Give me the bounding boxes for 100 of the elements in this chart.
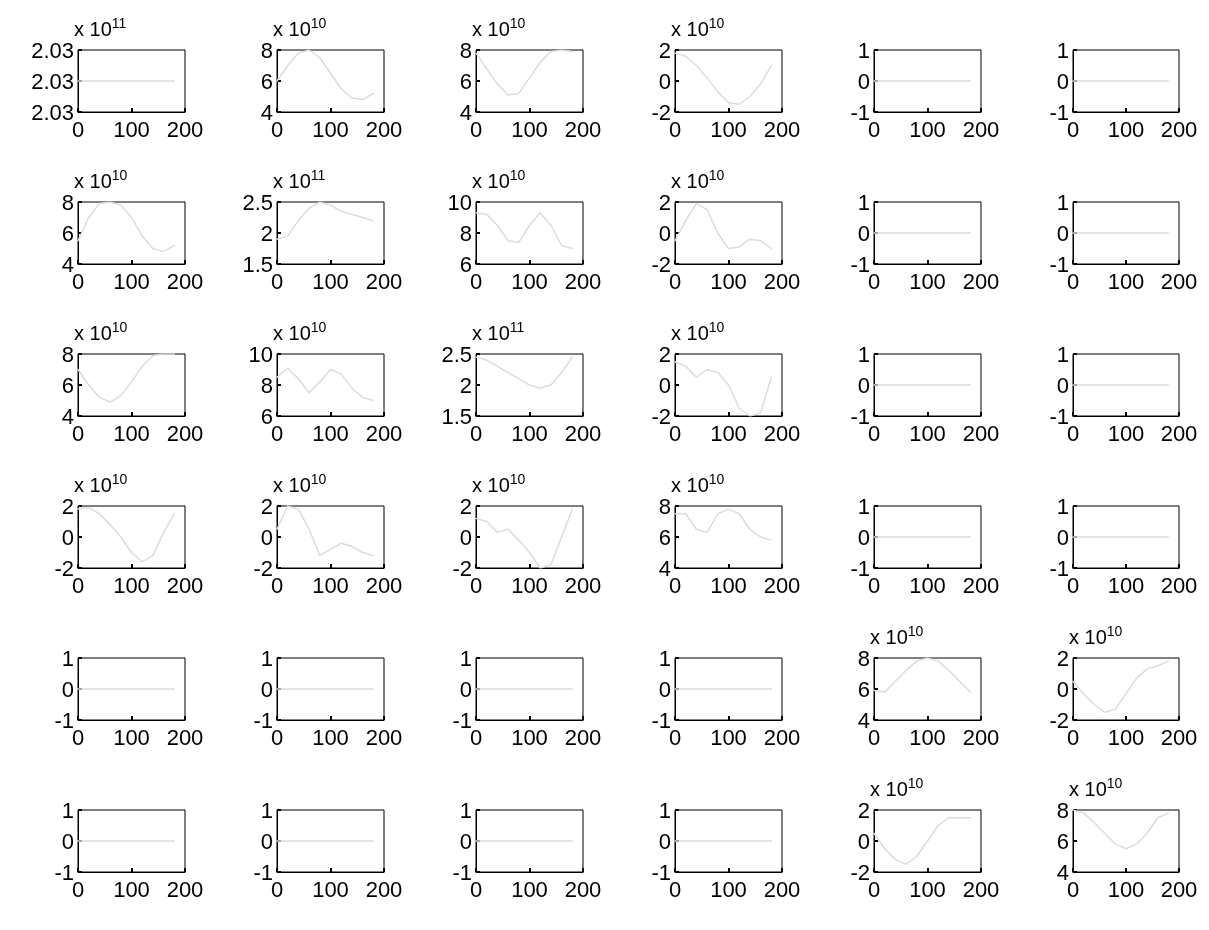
- y-tick-label: -2: [452, 555, 472, 581]
- y-tick-label: -1: [651, 707, 671, 733]
- y-tick-label: 4: [260, 99, 273, 125]
- y-tick-label: 0: [260, 524, 273, 550]
- x-tick-label: 200: [564, 116, 602, 142]
- y-tick-label: 2: [857, 797, 870, 823]
- y-tick-label: 0: [459, 524, 472, 550]
- y-tick-label: 4: [61, 251, 74, 277]
- x-tick-label: 100: [312, 724, 349, 750]
- y-tick-label: 8: [260, 372, 273, 398]
- x-tick-label: 200: [763, 876, 801, 902]
- y-tick-label: 0: [857, 68, 870, 94]
- y-tick-label: 0: [1056, 524, 1069, 550]
- x-tick-label: 200: [962, 116, 1000, 142]
- y-tick-label: 2: [61, 493, 74, 519]
- y-tick-label: 1: [1056, 341, 1069, 367]
- x-tick-label: 200: [166, 724, 204, 750]
- x-tick-label: 200: [564, 420, 602, 446]
- x-tick-label: 200: [962, 420, 1000, 446]
- y-tick-label: -2: [1049, 707, 1069, 733]
- y-tick-label: -2: [253, 555, 273, 581]
- line-series: [674, 361, 773, 417]
- y-tick-label: -1: [850, 251, 870, 277]
- y-tick-label: -1: [651, 859, 671, 885]
- x-tick-label: 200: [1160, 724, 1198, 750]
- y-tick-label: 4: [857, 707, 870, 733]
- x-tick-label: 200: [564, 876, 602, 902]
- x-tick-label: 100: [909, 724, 946, 750]
- x-tick-label: 200: [564, 572, 602, 598]
- y-tick-label: 0: [61, 524, 74, 550]
- y-tick-label: 6: [260, 68, 273, 94]
- y-tick-label: 2: [658, 37, 671, 63]
- y-tick-label: -2: [651, 403, 671, 429]
- x-tick-label: 100: [909, 116, 946, 142]
- y-tick-label: 6: [459, 251, 472, 277]
- y-tick-label: 8: [1056, 797, 1069, 823]
- x-tick-label: 200: [365, 876, 403, 902]
- y-tick-label: 2: [260, 493, 273, 519]
- line-series: [276, 201, 375, 240]
- x-tick-label: 100: [312, 572, 349, 598]
- y-tick-label: 0: [857, 372, 870, 398]
- y-tick-label: 0: [857, 220, 870, 246]
- x-tick-label: 200: [365, 268, 403, 294]
- x-tick-label: 100: [113, 420, 150, 446]
- y-tick-label: -1: [1049, 403, 1069, 429]
- y-tick-label: -1: [850, 99, 870, 125]
- y-tick-label: 0: [1056, 68, 1069, 94]
- y-tick-label: 1: [260, 797, 273, 823]
- x-tick-label: 100: [511, 724, 548, 750]
- line-series: [77, 201, 176, 253]
- y-tick-label: -1: [54, 707, 74, 733]
- y-tick-label: 2: [658, 341, 671, 367]
- x-tick-label: 100: [1107, 420, 1145, 446]
- line-series: [475, 356, 574, 389]
- x-tick-label: 200: [365, 572, 403, 598]
- y-tick-label: -1: [850, 403, 870, 429]
- y-tick-label: 0: [658, 676, 671, 702]
- x-tick-label: 100: [312, 116, 349, 142]
- y-tick-label: 0: [658, 372, 671, 398]
- y-tick-label: 6: [857, 676, 870, 702]
- line-series: [674, 52, 773, 105]
- y-tick-label: 0: [658, 68, 671, 94]
- y-tick-label: 0: [1056, 372, 1069, 398]
- x-tick-label: 200: [962, 724, 1000, 750]
- y-tick-label: 2.03: [31, 68, 74, 94]
- x-tick-label: 200: [166, 420, 204, 446]
- y-tick-label: 2: [459, 372, 472, 398]
- x-tick-label: 200: [1160, 876, 1198, 902]
- y-tick-label: 6: [61, 220, 74, 246]
- x-tick-label: 200: [365, 724, 403, 750]
- y-tick-label: 1: [658, 797, 671, 823]
- y-tick-label: 1.5: [242, 251, 273, 277]
- x-tick-label: 200: [1160, 572, 1198, 598]
- y-tick-label: 1: [260, 645, 273, 671]
- line-series: [674, 202, 773, 250]
- x-tick-label: 200: [962, 572, 1000, 598]
- x-tick-label: 200: [166, 268, 204, 294]
- x-tick-label: 100: [710, 268, 747, 294]
- y-tick-label: 2: [459, 493, 472, 519]
- y-tick-label: 6: [61, 372, 74, 398]
- y-tick-label: 8: [61, 341, 74, 367]
- y-tick-label: -1: [452, 707, 472, 733]
- y-tick-label: 2.5: [242, 189, 273, 215]
- y-tick-label: 8: [857, 645, 870, 671]
- y-tick-label: 4: [459, 99, 472, 125]
- x-tick-label: 100: [511, 876, 548, 902]
- y-tick-label: 10: [447, 189, 472, 215]
- y-tick-label: 6: [260, 403, 273, 429]
- y-tick-label: 1: [61, 797, 74, 823]
- x-tick-label: 100: [511, 572, 548, 598]
- y-tick-label: 10: [248, 341, 273, 367]
- x-tick-label: 100: [1107, 724, 1145, 750]
- y-tick-label: 2: [260, 220, 273, 246]
- y-tick-label: 1: [857, 189, 870, 215]
- y-tick-label: -1: [452, 859, 472, 885]
- y-tick-label: -1: [54, 859, 74, 885]
- x-tick-label: 200: [166, 572, 204, 598]
- y-tick-label: 0: [1056, 676, 1069, 702]
- x-tick-label: 100: [312, 420, 349, 446]
- y-tick-label: 1: [1056, 189, 1069, 215]
